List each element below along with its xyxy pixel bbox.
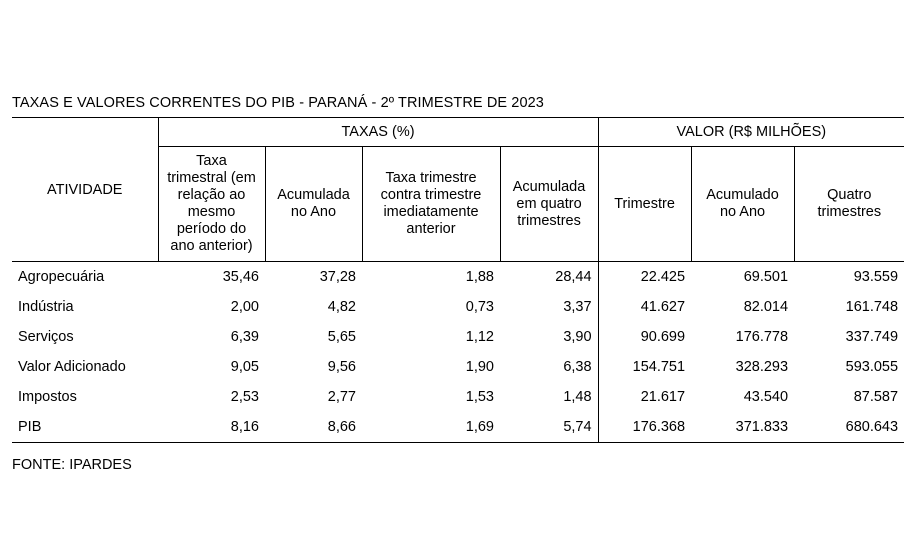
row-value: 176.778 bbox=[735, 329, 789, 345]
row-value: 1,69 bbox=[362, 412, 500, 443]
row-value: 0,73 bbox=[465, 299, 494, 315]
row-value: 6,39 bbox=[230, 329, 259, 345]
header-taxas-group: TAXAS (%) bbox=[157, 117, 599, 147]
row-value: 69.501 bbox=[743, 269, 789, 285]
row-value: 1,53 bbox=[465, 389, 494, 405]
header-trimestre-contra-anterior: Taxa trimestre contra trimestre imediata… bbox=[361, 146, 500, 262]
table-row: Impostos 2,53 2,77 1,53 1,48 21.617 43.540 87.5… bbox=[12, 382, 904, 412]
row-label: Impostos bbox=[18, 389, 77, 405]
table-row: Serviços 6,39 5,65 1,12 3,90 90.699 176.778 337… bbox=[12, 322, 904, 352]
row-value: 41.627 bbox=[597, 292, 692, 322]
table-row: Agropecuária 35,46 37,28 1,88 28,44 22.425 69.… bbox=[12, 261, 904, 292]
row-value: 1,88 bbox=[465, 269, 494, 285]
header-valor-trimestre: Trimestre bbox=[597, 146, 692, 262]
row-value: 5,65 bbox=[327, 329, 356, 345]
row-label: Agropecuária bbox=[18, 269, 105, 285]
row-value: 4,82 bbox=[327, 299, 356, 315]
row-value: 90.699 bbox=[597, 322, 692, 352]
row-value: 6,38 bbox=[563, 359, 592, 375]
row-value: 8,66 bbox=[265, 412, 362, 443]
row-value: 21.617 bbox=[597, 382, 692, 412]
row-value: 2,77 bbox=[327, 389, 356, 405]
header-valor-quatro: Quatro trimestres bbox=[793, 146, 905, 262]
table-row: PIB 8,16 8,66 1,69 5,74 176.368 371.833 680.643 bbox=[12, 412, 905, 443]
row-value: 337.749 bbox=[845, 329, 899, 345]
row-label: Valor Adicionado bbox=[18, 359, 126, 375]
row-value: 2,53 bbox=[230, 389, 259, 405]
row-value: 371.833 bbox=[691, 412, 795, 443]
row-value: 1,48 bbox=[563, 389, 592, 405]
row-value: 2,00 bbox=[230, 299, 259, 315]
row-label: PIB bbox=[12, 412, 158, 443]
row-value: 3,37 bbox=[563, 299, 592, 315]
gdp-table: ATIVIDADE TAXAS (%) VALOR (R$ MILHÕES) T… bbox=[12, 117, 905, 443]
row-label: Serviços bbox=[18, 329, 74, 345]
row-value: 8,16 bbox=[158, 412, 265, 443]
header-acumulada-quatro: Acumulada em quatro trimestres bbox=[499, 146, 599, 262]
row-value: 161.748 bbox=[845, 299, 899, 315]
row-value: 328.293 bbox=[735, 359, 789, 375]
row-value: 9,05 bbox=[230, 359, 259, 375]
row-value: 1,12 bbox=[465, 329, 494, 345]
header-valor-acumulado: Acumulado no Ano bbox=[690, 146, 795, 262]
row-value: 37,28 bbox=[319, 269, 356, 285]
row-value: 1,90 bbox=[465, 359, 494, 375]
row-value: 5,74 bbox=[500, 412, 599, 443]
table-title: TAXAS E VALORES CORRENTES DO PIB - PARAN… bbox=[12, 95, 544, 111]
row-value: 35,46 bbox=[222, 269, 259, 285]
row-value: 93.559 bbox=[853, 269, 899, 285]
row-value: 176.368 bbox=[597, 412, 692, 443]
row-label: Indústria bbox=[18, 299, 74, 315]
header-acumulada-ano: Acumulada no Ano bbox=[264, 146, 362, 262]
row-value: 680.643 bbox=[794, 412, 905, 443]
header-atividade: ATIVIDADE bbox=[12, 117, 158, 262]
table-body: Agropecuária 35,46 37,28 1,88 28,44 22.425 69.… bbox=[12, 261, 905, 443]
row-value: 87.587 bbox=[853, 389, 899, 405]
header-valor-group: VALOR (R$ MILHÕES) bbox=[597, 117, 905, 147]
row-value: 9,56 bbox=[327, 359, 356, 375]
source-note: FONTE: IPARDES bbox=[12, 457, 132, 473]
row-value: 28,44 bbox=[555, 269, 592, 285]
row-value: 43.540 bbox=[743, 389, 789, 405]
table-row: Indústria 2,00 4,82 0,73 3,37 41.627 82.014 161… bbox=[12, 292, 904, 322]
table-row: Valor Adicionado 9,05 9,56 1,90 6,38 154.751 3… bbox=[12, 352, 904, 382]
row-value: 593.055 bbox=[845, 359, 899, 375]
row-value: 82.014 bbox=[743, 299, 789, 315]
row-value: 3,90 bbox=[563, 329, 592, 345]
row-value: 154.751 bbox=[597, 352, 692, 382]
row-value: 22.425 bbox=[597, 261, 692, 292]
header-taxa-trimestral: Taxa trimestral (em relação ao mesmo per… bbox=[157, 146, 265, 262]
